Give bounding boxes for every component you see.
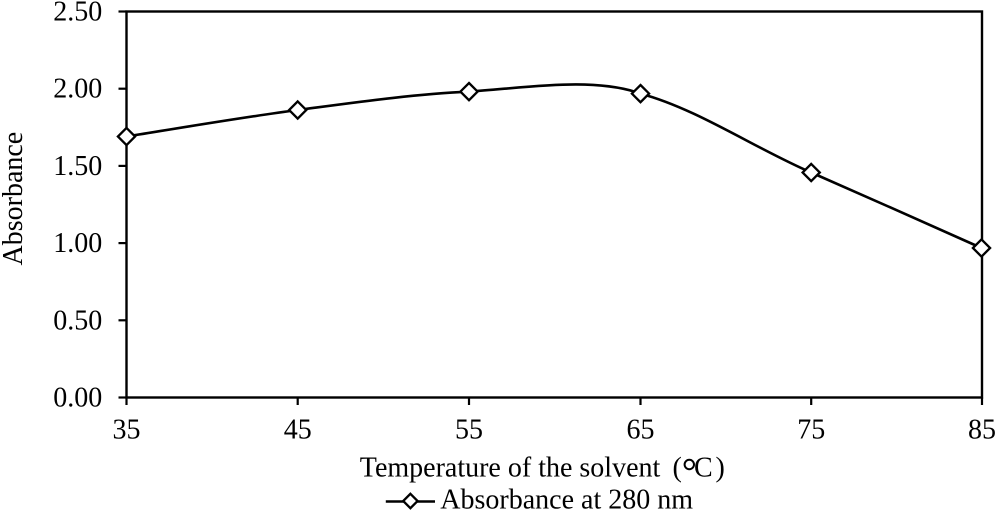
svg-text:35: 35	[113, 414, 141, 445]
svg-text:Absorbance: Absorbance	[0, 132, 29, 266]
svg-text:1.50: 1.50	[53, 151, 102, 182]
svg-text:Temperature of the solvent: Temperature of the solvent	[360, 453, 661, 484]
svg-text:0.00: 0.00	[53, 383, 102, 414]
svg-text:1.00: 1.00	[53, 228, 102, 259]
svg-text:45: 45	[284, 414, 312, 445]
svg-text:(: (	[673, 453, 682, 484]
svg-text:85: 85	[968, 414, 996, 445]
svg-text:Absorbance at 280 nm: Absorbance at 280 nm	[440, 485, 693, 511]
svg-text:C): C)	[694, 453, 725, 484]
svg-text:75: 75	[797, 414, 825, 445]
svg-text:2.00: 2.00	[53, 74, 102, 105]
svg-text:65: 65	[627, 414, 655, 445]
svg-text:55: 55	[455, 414, 483, 445]
svg-text:2.50: 2.50	[53, 0, 102, 28]
svg-text:0.50: 0.50	[53, 305, 102, 336]
